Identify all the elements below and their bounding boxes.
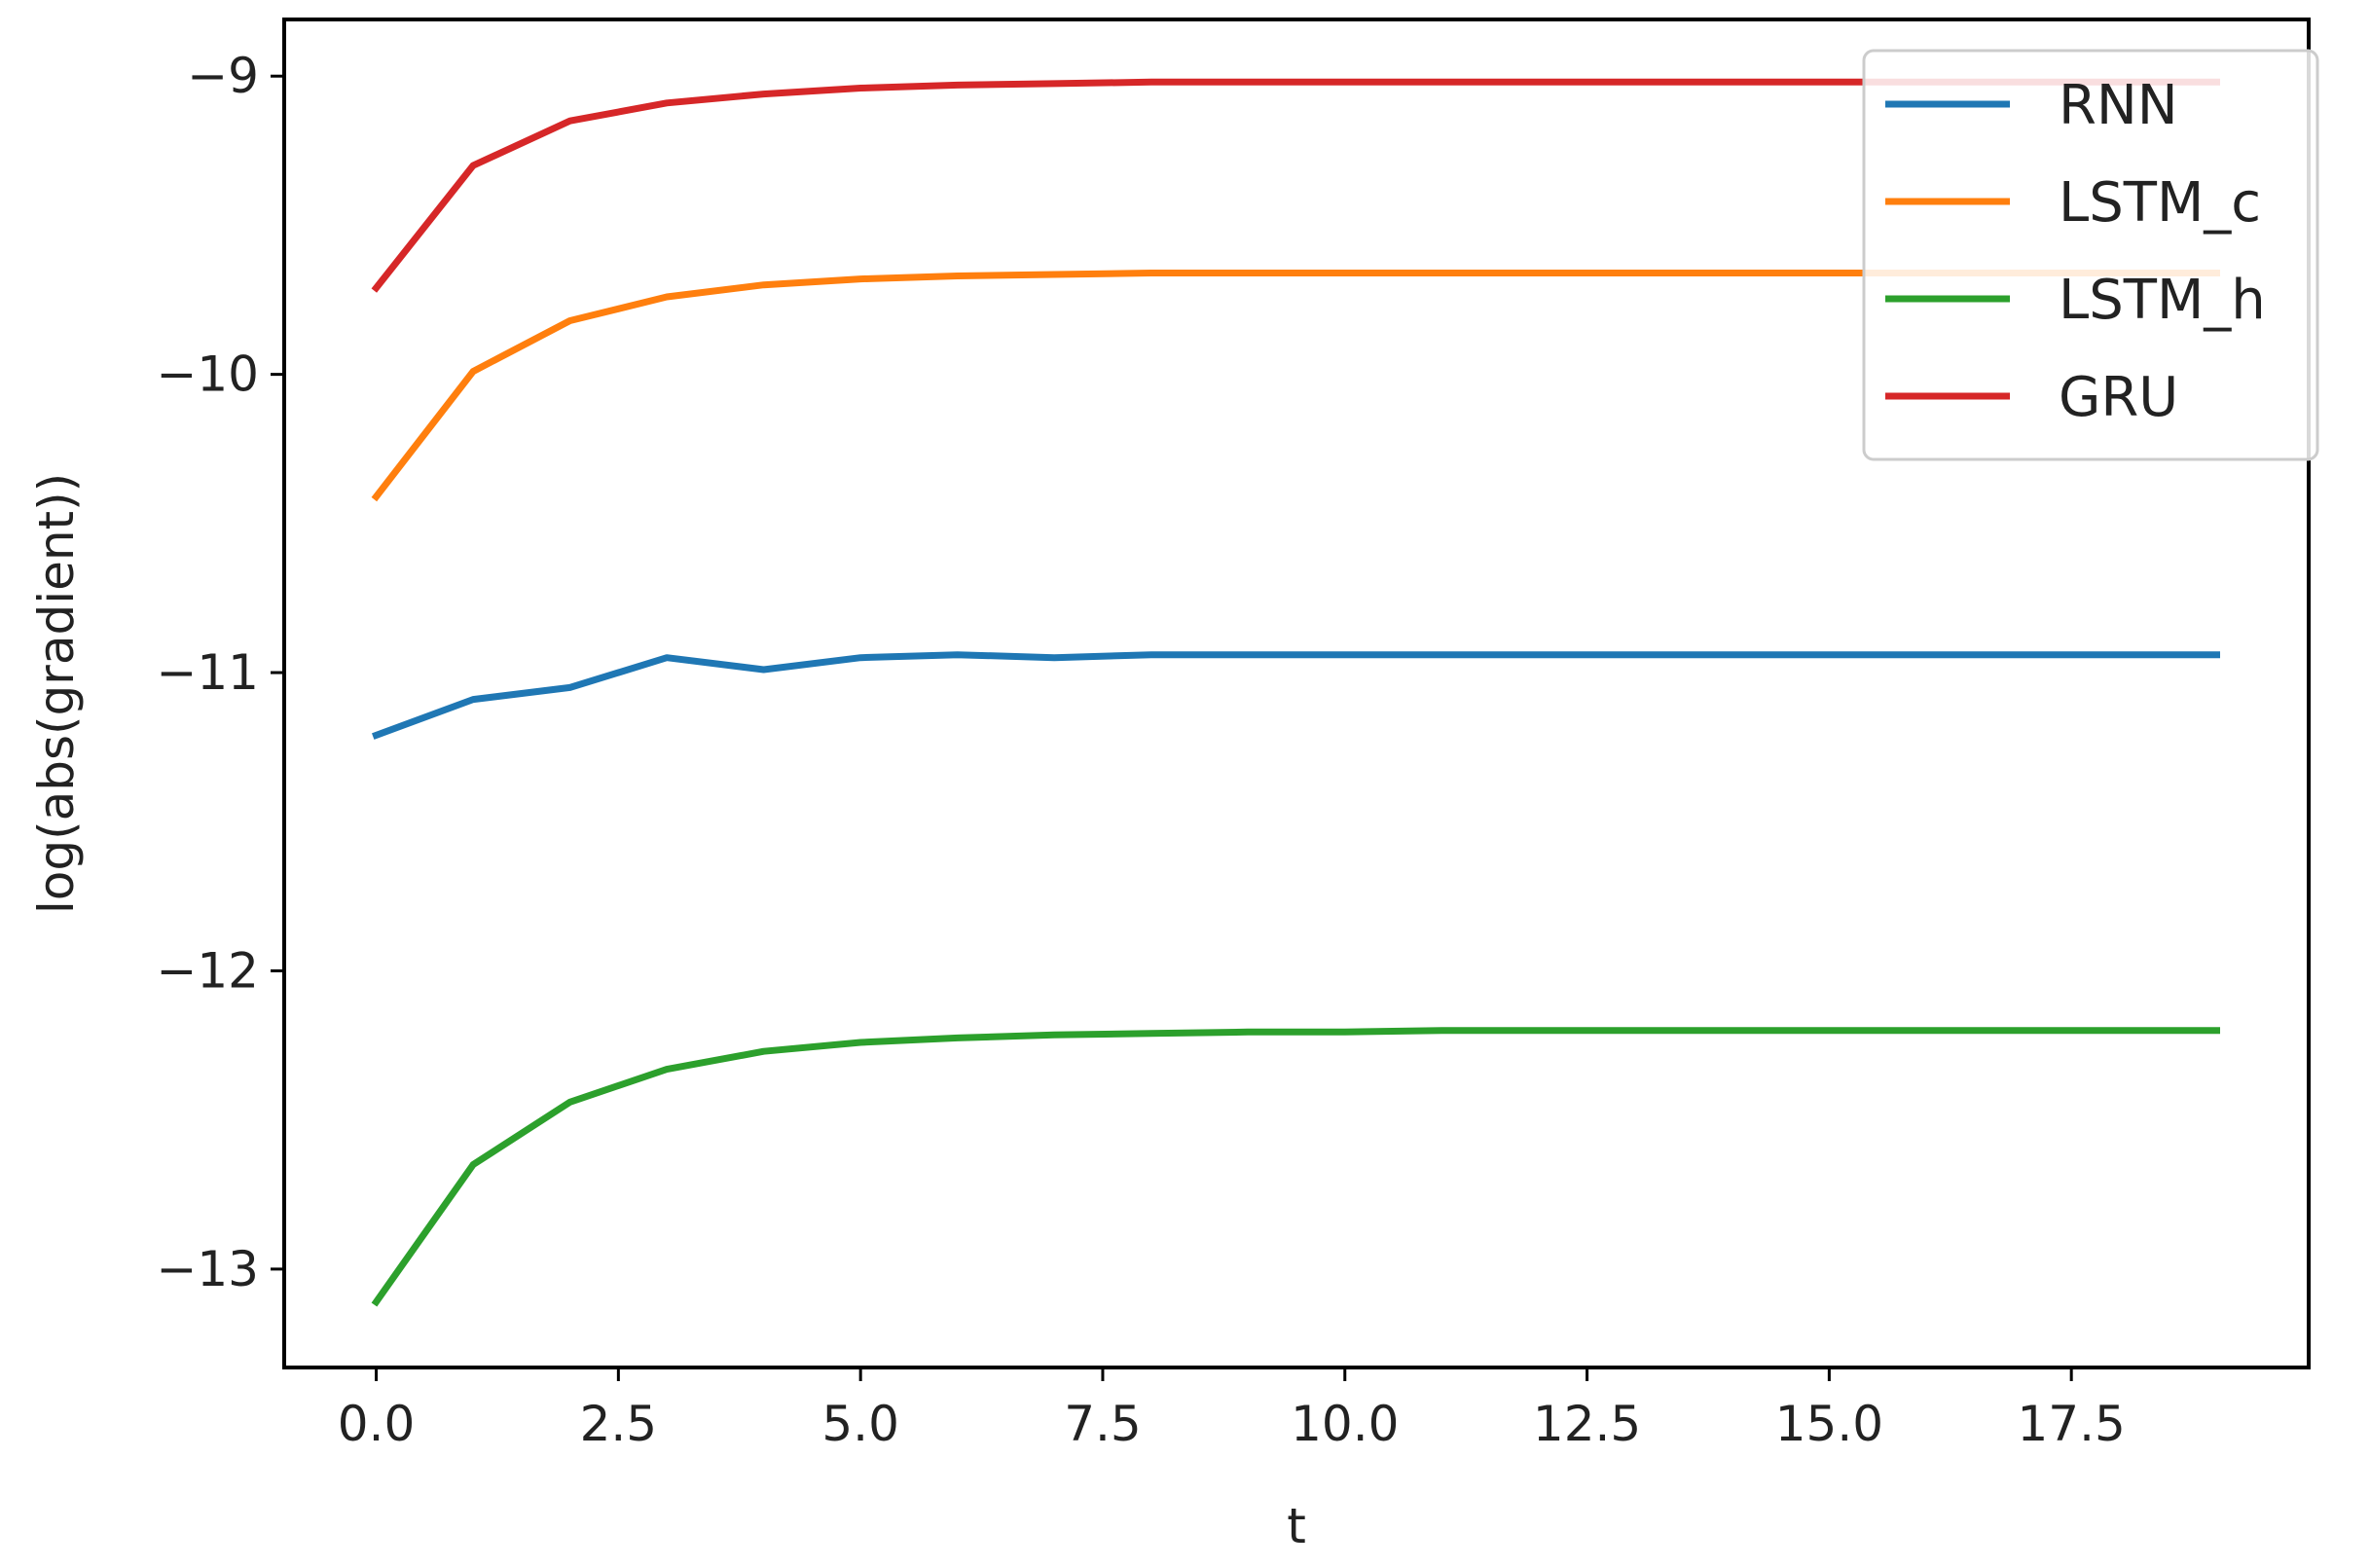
y-tick-label: −10: [156, 346, 259, 403]
legend-box: [1862, 49, 2319, 461]
x-axis: 0.0 2.5 5.0 7.5 10.0 12.5 15.0 17.5: [338, 1367, 2126, 1452]
x-axis-label: t: [1287, 1498, 1306, 1554]
y-tick-label: −13: [156, 1241, 259, 1297]
series-line-lstm-h: [371, 1027, 2220, 1307]
y-tick-label: −12: [156, 942, 259, 999]
y-tick-label: −11: [156, 644, 259, 701]
x-tick-label: 15.0: [1775, 1396, 1883, 1452]
x-tick-label: 5.0: [821, 1396, 899, 1452]
legend-label: GRU: [2059, 366, 2178, 429]
x-tick-label: 7.5: [1064, 1396, 1142, 1452]
series-line-rnn: [372, 651, 2220, 740]
x-tick-label: 12.5: [1533, 1396, 1641, 1452]
x-tick-label: 17.5: [2018, 1396, 2126, 1452]
legend: RNN LSTM_c LSTM_h GRU: [1862, 49, 2319, 461]
x-tick-label: 10.0: [1291, 1396, 1399, 1452]
y-tick-label: −9: [187, 48, 259, 104]
y-axis: −9 −10 −11 −12 −13: [156, 48, 284, 1297]
legend-label: RNN: [2059, 74, 2178, 137]
legend-label: LSTM_c: [2059, 171, 2261, 235]
x-tick-label: 0.0: [338, 1396, 416, 1452]
legend-label: LSTM_h: [2059, 269, 2266, 332]
axes-frame: [282, 18, 2311, 1369]
x-tick-label: 2.5: [580, 1396, 658, 1452]
y-axis-label: log(abs(gradient)): [28, 473, 85, 914]
